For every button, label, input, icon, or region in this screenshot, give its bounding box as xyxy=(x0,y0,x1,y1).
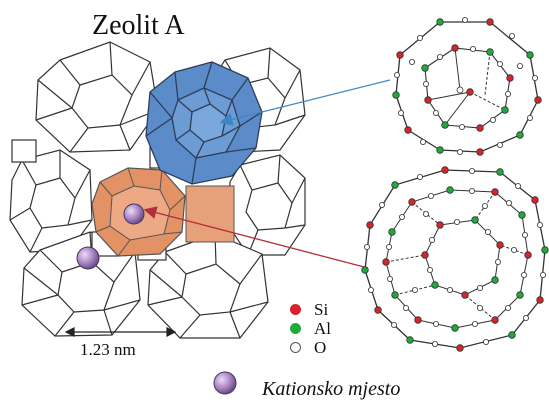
figure-title: Zeolit A xyxy=(92,10,185,41)
cation-site-label: Kationsko mjesto xyxy=(262,378,401,400)
cation-spheres xyxy=(76,203,237,395)
cation-sphere-left xyxy=(76,246,100,270)
sodalite-cage-highlight xyxy=(145,61,263,185)
element-legend: Si Al O xyxy=(290,300,331,357)
connecting-cube xyxy=(11,139,37,163)
cage-left-middle xyxy=(9,149,93,253)
cage-bottom-left xyxy=(21,231,141,337)
inner-cage-side xyxy=(185,185,235,243)
cage-bottom-right xyxy=(147,233,269,339)
legend-label-o: O xyxy=(314,337,327,357)
sodalite-cage-detail xyxy=(392,16,542,156)
red-arrow xyxy=(143,206,369,269)
scale-bar-label: 1.23 nm xyxy=(80,340,136,359)
cation-sphere-legend xyxy=(213,371,237,395)
blue-arrow xyxy=(219,79,391,126)
legend-item-si: Si xyxy=(290,300,331,319)
legend-label-al: Al xyxy=(314,318,331,338)
al-dot-icon xyxy=(290,323,301,334)
legend-label-si: Si xyxy=(314,299,329,319)
si-dot-icon xyxy=(290,304,301,315)
scale-bar xyxy=(64,327,177,337)
o-dot-icon xyxy=(290,342,301,353)
cation-sphere-inner xyxy=(123,203,145,225)
alpha-cage-detail xyxy=(361,166,549,352)
legend-item-o: O xyxy=(290,338,331,357)
legend-item-al: Al xyxy=(290,319,331,338)
cage-top-left xyxy=(35,41,159,153)
cage-right-middle xyxy=(227,154,306,256)
